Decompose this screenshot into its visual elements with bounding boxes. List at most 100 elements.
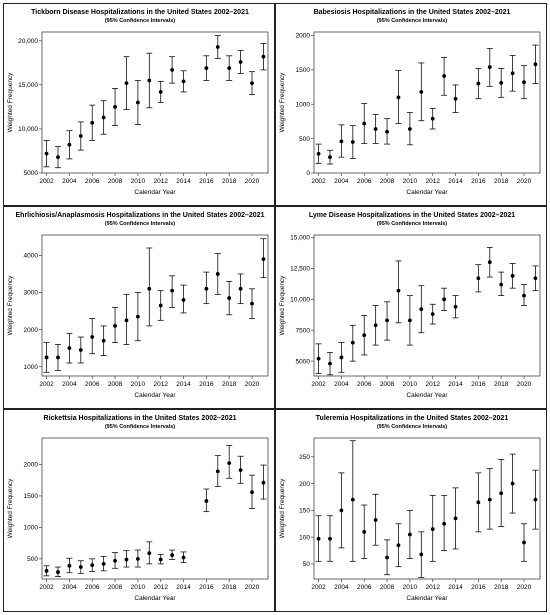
chart-subtitle: (95% Confidence Intervals) <box>105 424 175 430</box>
data-point <box>476 500 481 505</box>
x-axis-label: Calendar Year <box>134 392 176 399</box>
chart-panel-lyme: Lyme Disease Hospitalizations in the Uni… <box>275 206 547 409</box>
x-tick-label: 2020 <box>245 178 260 185</box>
data-point <box>499 491 504 496</box>
x-tick-label: 2006 <box>357 381 372 388</box>
data-point <box>350 340 355 345</box>
y-tick-label: 500 <box>27 556 38 563</box>
plot-frame <box>41 234 269 377</box>
x-tick-label: 2018 <box>222 381 237 388</box>
data-point <box>533 62 538 67</box>
data-point <box>362 333 367 338</box>
data-point <box>204 286 209 291</box>
data-point <box>396 95 401 100</box>
x-tick-label: 2006 <box>357 178 372 185</box>
x-axis-label: Calendar Year <box>134 189 176 196</box>
data-point <box>147 551 152 556</box>
data-point <box>56 155 60 160</box>
chart-svg-tuleremia: Tuleremia Hospitalizations in the United… <box>279 415 541 602</box>
x-tick-label: 2020 <box>517 584 532 591</box>
data-point <box>487 260 492 265</box>
data-point <box>44 355 49 360</box>
data-point <box>339 355 344 360</box>
chart-panel-ehrlichiosis: Ehrlichiosis/Anaplasmosis Hospitalizatio… <box>3 206 275 409</box>
data-point <box>170 553 175 557</box>
x-tick-label: 2002 <box>39 178 54 185</box>
data-point <box>67 563 72 568</box>
chart-title: Ehrlichiosis/Anaplasmosis Hospitalizatio… <box>16 212 265 219</box>
data-point <box>396 288 401 293</box>
x-tick-label: 2010 <box>403 178 418 185</box>
data-point <box>158 303 163 308</box>
data-point <box>339 508 344 513</box>
chart-svg-babesiosis: Babesiosis Hospitalizations in the Unite… <box>279 9 541 196</box>
data-point <box>442 521 447 526</box>
data-point <box>147 286 152 291</box>
y-tick-label: 100 <box>299 534 310 541</box>
data-point <box>487 497 492 502</box>
y-axis-label: Weighted Frequency <box>7 72 14 133</box>
x-tick-label: 2012 <box>425 584 440 591</box>
data-point <box>113 324 117 328</box>
x-tick-label: 2012 <box>425 381 440 388</box>
x-tick-label: 2008 <box>380 381 395 388</box>
chart-title: Tuleremia Hospitalizations in the United… <box>316 415 509 422</box>
plot-frame <box>313 31 541 174</box>
data-point <box>316 356 321 361</box>
y-tick-label: 3000 <box>24 290 39 297</box>
data-point <box>147 78 152 83</box>
data-point <box>113 558 117 563</box>
x-tick-label: 2012 <box>425 178 440 185</box>
data-point <box>350 140 355 144</box>
x-tick-label: 2014 <box>448 381 463 388</box>
y-tick-label: 1000 <box>296 101 311 108</box>
data-point <box>227 296 232 300</box>
data-point <box>442 74 447 78</box>
data-point <box>339 139 344 144</box>
data-point <box>328 536 332 541</box>
data-point <box>181 555 186 560</box>
x-tick-label: 2012 <box>153 178 168 185</box>
x-tick-label: 2002 <box>39 381 54 388</box>
data-point <box>362 121 367 126</box>
data-point <box>533 497 538 502</box>
data-point <box>90 563 95 568</box>
x-tick-label: 2004 <box>62 381 77 388</box>
x-tick-label: 2010 <box>403 584 418 591</box>
data-point <box>328 361 332 366</box>
x-axis-label: Calendar Year <box>406 595 448 602</box>
data-point <box>373 127 378 131</box>
y-tick-label: 50 <box>303 561 311 568</box>
chart-title: Lyme Disease Hospitalizations in the Uni… <box>309 212 515 219</box>
chart-subtitle: (95% Confidence Intervals) <box>105 221 175 227</box>
data-point <box>44 568 49 573</box>
data-point <box>522 540 526 545</box>
x-axis-label: Calendar Year <box>134 595 176 602</box>
chart-title: Rickettsia Hospitalizations in the Unite… <box>44 415 237 422</box>
x-tick-label: 2006 <box>85 584 100 591</box>
data-point <box>181 298 186 302</box>
data-point <box>261 54 266 59</box>
data-point <box>453 304 458 309</box>
data-point <box>238 468 243 473</box>
chart-svg-tickborn: Tickborn Disease Hospitalizations in the… <box>7 9 269 196</box>
x-tick-label: 2016 <box>471 584 486 591</box>
chart-panel-rickettsia: Rickettsia Hospitalizations in the Unite… <box>3 409 275 612</box>
data-point <box>204 499 209 503</box>
y-tick-label: 7500 <box>296 327 311 334</box>
y-tick-label: 0 <box>306 170 310 177</box>
data-point <box>170 67 175 72</box>
data-point <box>101 115 106 120</box>
chart-grid: Tickborn Disease Hospitalizations in the… <box>3 3 547 612</box>
data-point <box>204 66 209 71</box>
chart-svg-ehrlichiosis: Ehrlichiosis/Anaplasmosis Hospitalizatio… <box>7 212 269 399</box>
y-axis-label: Weighted Frequency <box>7 275 14 336</box>
y-tick-label: 1500 <box>24 493 39 500</box>
chart-subtitle: (95% Confidence Intervals) <box>377 424 447 430</box>
data-point <box>101 338 106 343</box>
y-tick-label: 5000 <box>296 358 311 365</box>
x-tick-label: 2008 <box>380 178 395 185</box>
data-point <box>373 323 378 328</box>
data-point <box>316 536 321 541</box>
data-point <box>522 293 526 298</box>
